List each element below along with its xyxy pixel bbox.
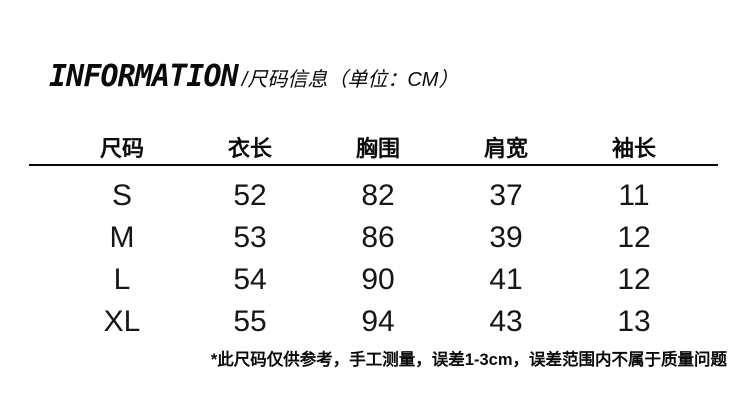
cell-sleeve-length: 11 — [618, 179, 650, 212]
cell-shoulder-width: 41 — [489, 263, 523, 296]
column-header-shoulder-width: 肩宽 — [483, 136, 528, 161]
table-row-s: S 52 82 37 11 — [58, 175, 698, 217]
cell-size: S — [111, 179, 132, 212]
cell-shoulder-width: 37 — [489, 179, 523, 212]
cell-bust: 94 — [361, 305, 395, 338]
cell-garment-length: 53 — [233, 221, 267, 254]
cell-shoulder-width: 39 — [489, 221, 523, 254]
cell-bust: 90 — [361, 263, 395, 296]
cell-sleeve-length: 12 — [617, 263, 651, 296]
table-row-l: L 54 90 41 12 — [58, 259, 698, 301]
cell-size: M — [109, 221, 135, 254]
column-header-garment-length: 衣长 — [227, 136, 272, 161]
section-title-english: INFORMATION — [49, 59, 239, 94]
cell-garment-length: 55 — [233, 305, 267, 338]
cell-size: L — [113, 263, 131, 296]
cell-size: XL — [103, 305, 141, 338]
cell-bust: 86 — [361, 221, 395, 254]
section-header: INFORMATION /尺码信息（单位：CM） — [49, 62, 458, 92]
table-row-xl: XL 55 94 43 13 — [58, 301, 698, 343]
size-chart-header-row: 尺码 衣长 胸围 肩宽 袖长 — [58, 130, 698, 164]
column-header-bust: 胸围 — [355, 136, 400, 161]
cell-sleeve-length: 12 — [617, 221, 651, 254]
cell-garment-length: 52 — [233, 179, 267, 212]
cell-shoulder-width: 43 — [489, 305, 523, 338]
header-divider-line — [29, 164, 718, 167]
table-row-m: M 53 86 39 12 — [58, 217, 698, 259]
size-chart-body: S 52 82 37 11 M 53 86 39 12 L 54 90 41 1… — [58, 175, 698, 343]
cell-bust: 82 — [361, 179, 395, 212]
measurement-disclaimer-note: *此尺码仅供参考，手工测量，误差1-3cm，误差范围内不属于质量问题 — [210, 351, 727, 369]
column-header-size: 尺码 — [99, 136, 144, 161]
cell-garment-length: 54 — [233, 263, 267, 296]
cell-sleeve-length: 13 — [617, 305, 651, 338]
column-header-sleeve-length: 袖长 — [611, 136, 656, 161]
section-title-chinese: /尺码信息（单位：CM） — [241, 69, 459, 91]
